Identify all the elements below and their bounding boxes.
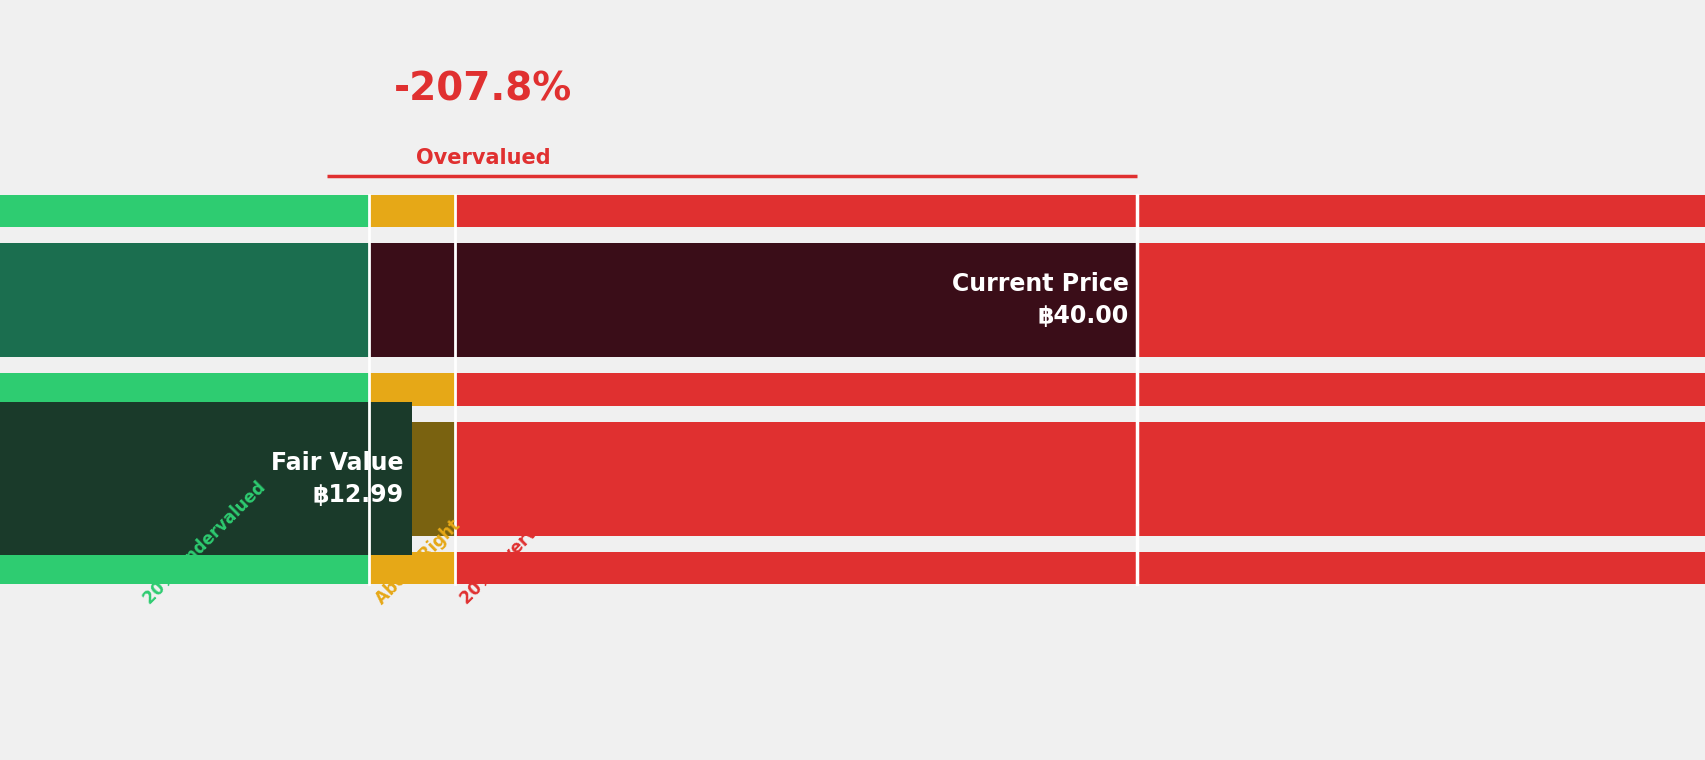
Bar: [454, 243, 1705, 357]
Bar: [0, 195, 370, 227]
Text: About Right: About Right: [372, 516, 464, 608]
Bar: [370, 243, 454, 357]
Text: 20% Overvalued: 20% Overvalued: [457, 487, 578, 608]
Text: -207.8%: -207.8%: [394, 70, 571, 108]
Bar: [0, 403, 413, 555]
Text: Fair Value
฿12.99: Fair Value ฿12.99: [271, 451, 402, 506]
Bar: [454, 195, 1705, 227]
Bar: [0, 552, 370, 584]
Text: Current Price
฿40.00: Current Price ฿40.00: [951, 272, 1129, 328]
Bar: [0, 422, 370, 536]
Bar: [454, 373, 1705, 406]
Bar: [454, 552, 1705, 584]
Bar: [370, 552, 454, 584]
Bar: [370, 373, 454, 406]
Bar: [0, 243, 370, 357]
Bar: [370, 422, 454, 536]
Bar: [0, 373, 370, 406]
Bar: [370, 243, 1137, 357]
Text: 20% Undervalued: 20% Undervalued: [140, 479, 269, 608]
Text: Overvalued: Overvalued: [416, 147, 551, 168]
Bar: [370, 195, 454, 227]
Bar: [454, 422, 1705, 536]
